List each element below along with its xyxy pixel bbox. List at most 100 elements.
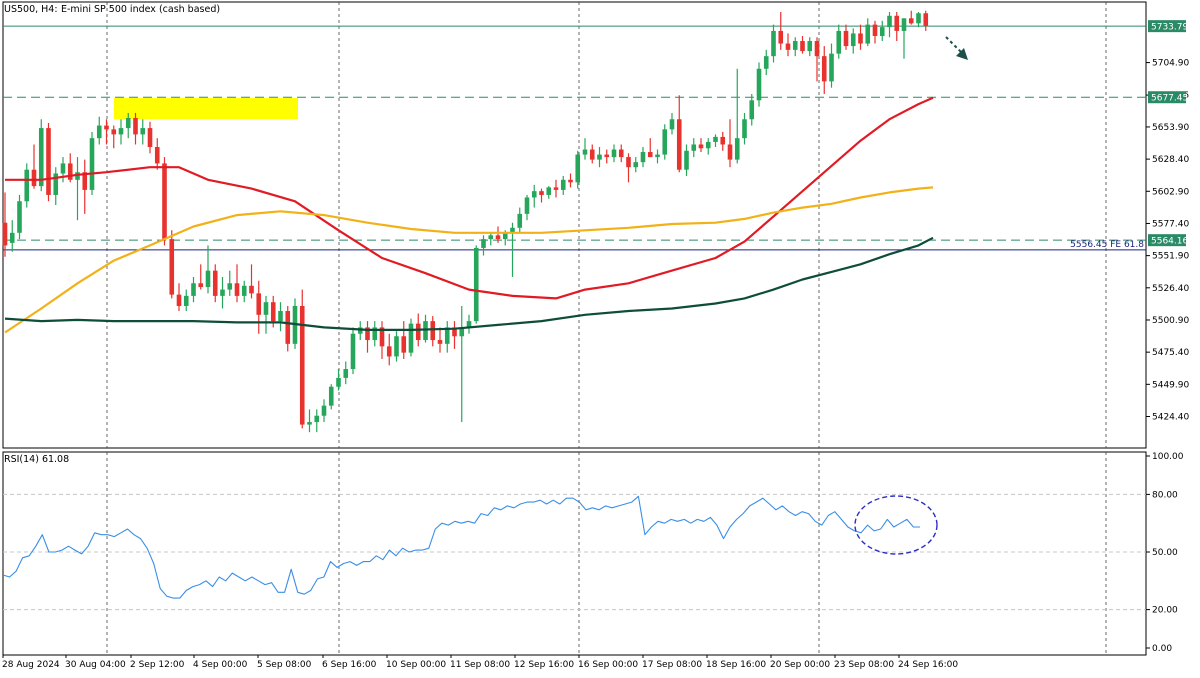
candle-body	[843, 30, 849, 47]
moving-average-ma_fast	[5, 96, 934, 300]
candle	[343, 361, 349, 385]
x-tick-label: 10 Sep 00:00	[386, 660, 446, 670]
x-tick-label: 6 Sep 16:00	[322, 660, 377, 670]
candle	[111, 125, 117, 149]
candle-body	[256, 293, 262, 315]
candle-body	[582, 149, 588, 155]
candle	[220, 276, 225, 309]
candle	[684, 144, 689, 177]
candle	[169, 230, 175, 299]
candle	[212, 264, 218, 303]
candle	[916, 12, 921, 28]
candle-body	[597, 154, 602, 160]
candle-body	[227, 283, 233, 290]
candle-body	[437, 340, 443, 344]
candle-body	[379, 327, 385, 347]
candle-body	[169, 239, 175, 295]
candle-body	[800, 41, 805, 52]
y-tick-label: 5475.40	[1152, 348, 1189, 358]
chart-description: E-mini SP 500 index (cash based)	[61, 4, 221, 15]
candle	[843, 24, 849, 50]
candle-body	[611, 149, 617, 158]
candle	[104, 119, 109, 145]
candle	[495, 226, 501, 243]
candle	[742, 112, 747, 145]
candle-body	[676, 119, 682, 170]
x-tick-label: 5 Sep 08:00	[257, 660, 312, 670]
candle	[314, 409, 320, 433]
y-tick-label: 5526.40	[1152, 284, 1189, 294]
candle	[154, 138, 160, 170]
candle	[430, 316, 436, 347]
candle-body	[560, 179, 566, 190]
candle	[2, 192, 8, 257]
candle	[299, 289, 305, 429]
candle	[53, 167, 59, 206]
candle	[640, 147, 646, 168]
price-label-box	[1148, 91, 1186, 104]
candle-body	[763, 56, 769, 69]
rsi-tick-label: 80.00	[1152, 490, 1178, 500]
rsi-tick-label: 50.00	[1152, 548, 1178, 558]
candle-body	[684, 150, 689, 170]
candle-body	[669, 119, 675, 130]
candle	[198, 264, 204, 290]
candle	[908, 10, 914, 25]
candle	[814, 37, 820, 82]
candle-body	[908, 18, 914, 24]
candle-body	[524, 197, 530, 214]
candle	[676, 95, 682, 173]
candle	[633, 157, 639, 173]
price-label-text: 5564.16	[1151, 237, 1188, 247]
candle-body	[698, 144, 704, 149]
candle-body	[394, 336, 399, 357]
candle	[401, 321, 407, 359]
candle	[75, 157, 80, 221]
x-tick-label: 18 Sep 16:00	[706, 660, 766, 670]
candle-body	[133, 117, 138, 135]
candle	[771, 24, 776, 63]
candle	[778, 12, 784, 50]
candle	[394, 331, 399, 362]
candle	[792, 37, 798, 57]
candle-body	[220, 289, 225, 296]
candle	[372, 321, 378, 347]
candle	[118, 119, 124, 145]
candle	[96, 116, 102, 145]
candle-body	[234, 283, 240, 296]
candle-body	[727, 144, 733, 160]
candle	[879, 20, 885, 42]
candle	[336, 369, 341, 391]
candle	[901, 18, 907, 59]
candle-body	[814, 41, 820, 57]
candle-body	[546, 187, 552, 195]
candle	[125, 112, 131, 139]
candle-body	[865, 24, 871, 44]
candle-body	[575, 154, 581, 183]
candle	[821, 46, 827, 95]
candle	[560, 176, 566, 195]
candle-body	[807, 41, 813, 52]
candle-body	[459, 327, 465, 337]
candle	[227, 270, 233, 296]
candle	[147, 121, 153, 154]
y-tick-label: 5704.90	[1152, 59, 1189, 69]
candle	[17, 194, 22, 240]
candle	[241, 280, 247, 303]
candle	[800, 35, 805, 54]
candle-body	[191, 283, 196, 296]
x-tick-label: 24 Sep 16:00	[898, 660, 958, 670]
candle-body	[473, 247, 479, 322]
candle-body	[430, 321, 436, 341]
candle	[720, 131, 726, 151]
candle-body	[263, 302, 269, 315]
candle-body	[749, 100, 755, 120]
candle-body	[125, 117, 131, 129]
y-tick-label: 5424.40	[1152, 413, 1189, 423]
candle-body	[24, 169, 30, 202]
candle	[539, 188, 544, 203]
candle	[727, 119, 733, 168]
candle-body	[517, 213, 523, 228]
candle	[626, 153, 631, 183]
